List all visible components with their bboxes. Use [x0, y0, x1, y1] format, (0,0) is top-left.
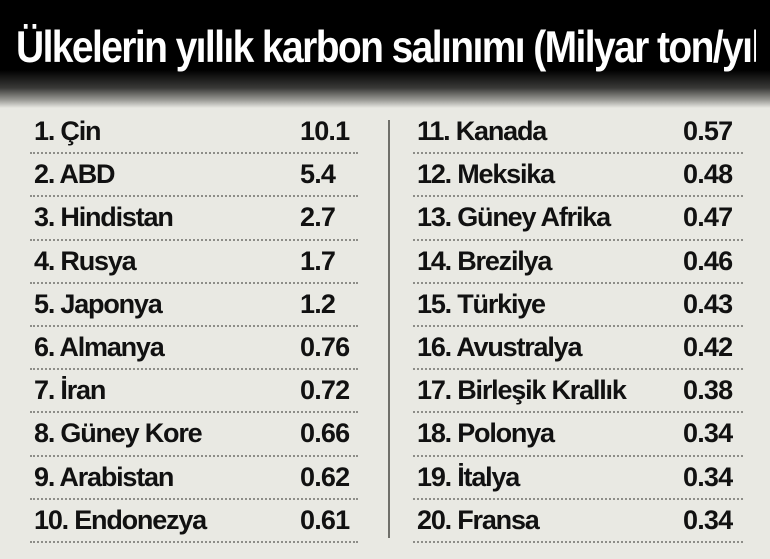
- table-row: 6. Almanya 0.76: [30, 327, 358, 371]
- emission-value: 0.42: [683, 331, 733, 362]
- country-label: 19. İtalya: [417, 461, 520, 492]
- emission-value: 0.38: [683, 375, 733, 406]
- country-label: 10. Endonezya: [34, 504, 207, 535]
- country-label: 14. Brezilya: [417, 245, 552, 276]
- emission-value: 0.72: [300, 375, 350, 406]
- country-label: 1. Çin: [34, 116, 102, 146]
- country-label: 12. Meksika: [417, 159, 555, 190]
- emission-value: 0.62: [300, 461, 350, 492]
- emission-value: 0.34: [683, 418, 733, 449]
- emission-value: 0.48: [683, 159, 733, 190]
- table-row: 16. Avustralya 0.42: [413, 327, 743, 371]
- table-row: 19. İtalya 0.34: [413, 457, 743, 500]
- emission-value: 2.7: [300, 202, 336, 233]
- table-row: 8. Güney Kore 0.66: [30, 413, 358, 457]
- emission-value: 1.7: [300, 245, 336, 276]
- table-row: 9. Arabistan 0.62: [30, 457, 358, 500]
- country-label: 4. Rusya: [34, 245, 137, 276]
- table-column-left: 1. Çin 10.1 2. ABD 5.4 3. Hindistan 2.7 4. Rus…: [30, 111, 358, 543]
- table-row: 2. ABD 5.4: [30, 154, 358, 198]
- table-row: 10. Endonezya 0.61: [30, 500, 358, 543]
- table-row: 15. Türkiye 0.43: [413, 284, 743, 327]
- table-row: 4. Rusya 1.7: [30, 241, 358, 284]
- table-row: 1. Çin 10.1: [30, 111, 358, 155]
- country-label: 9. Arabistan: [34, 461, 174, 492]
- table-row: 12. Meksika 0.48: [413, 154, 743, 198]
- table-row: 5. Japonya 1.2: [30, 284, 358, 327]
- emission-value: 10.1: [300, 116, 350, 146]
- table-row: 13. Güney Afrika 0.47: [413, 197, 743, 241]
- emission-value: 0.43: [683, 288, 733, 319]
- emission-value: 0.34: [683, 461, 733, 492]
- country-label: 5. Japonya: [34, 288, 163, 319]
- chart-title: Ülkelerin yıllık karbon salınımı (Milyar…: [16, 22, 756, 73]
- table-row: 18. Polonya 0.34: [413, 413, 743, 457]
- emission-value: 0.46: [683, 245, 733, 276]
- country-label: 6. Almanya: [34, 331, 165, 362]
- country-label: 2. ABD: [34, 159, 116, 190]
- emission-value: 0.57: [683, 116, 733, 146]
- country-label: 3. Hindistan: [34, 202, 174, 233]
- table-row: 20. Fransa 0.34: [413, 500, 743, 543]
- emission-value: 0.66: [300, 418, 350, 449]
- country-label: 18. Polonya: [417, 418, 555, 449]
- country-label: 20. Fransa: [417, 504, 540, 535]
- country-label: 11. Kanada: [417, 116, 547, 146]
- emission-value: 0.61: [300, 504, 350, 535]
- table-column-right: 11. Kanada 0.57 12. Meksika 0.48 13. Güney A…: [413, 111, 743, 543]
- table-row: 14. Brezilya 0.46: [413, 241, 743, 284]
- country-label: 8. Güney Kore: [34, 418, 203, 449]
- table-row: 11. Kanada 0.57: [413, 111, 743, 155]
- country-label: 16. Avustralya: [417, 331, 583, 362]
- title-banner: Ülkelerin yıllık karbon salınımı (Milyar…: [0, 0, 770, 108]
- column-divider: [388, 120, 390, 538]
- table-row: 3. Hindistan 2.7: [30, 197, 358, 241]
- table-row: 7. İran 0.72: [30, 370, 358, 414]
- emission-value: 0.76: [300, 331, 350, 362]
- country-label: 17. Birleşik Krallık: [417, 375, 627, 406]
- country-label: 15. Türkiye: [417, 288, 546, 319]
- emission-value: 0.34: [683, 504, 733, 535]
- table-row: 17. Birleşik Krallık 0.38: [413, 370, 743, 414]
- emission-value: 0.47: [683, 202, 733, 233]
- emission-value: 5.4: [300, 159, 336, 190]
- country-label: 13. Güney Afrika: [417, 202, 611, 233]
- emission-value: 1.2: [300, 288, 336, 319]
- country-label: 7. İran: [34, 375, 106, 406]
